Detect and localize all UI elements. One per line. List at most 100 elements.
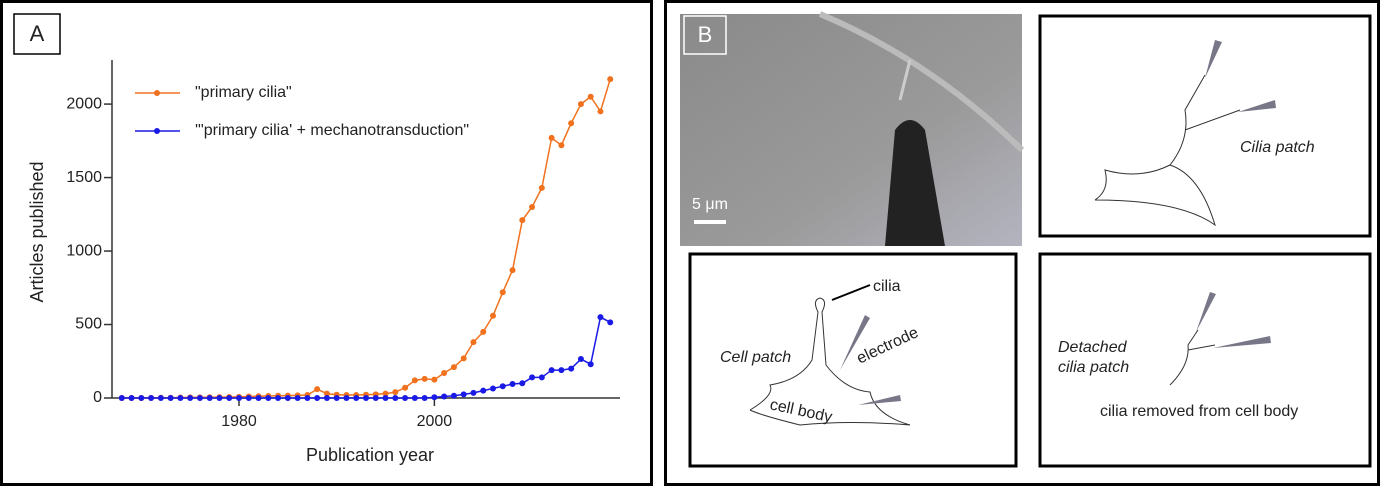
data-point bbox=[529, 374, 536, 381]
data-point bbox=[314, 395, 321, 401]
panel-b-label-box bbox=[683, 15, 727, 55]
data-point bbox=[333, 395, 340, 401]
data-point bbox=[490, 312, 496, 319]
data-point bbox=[148, 395, 155, 401]
electrode-drawing bbox=[1205, 40, 1276, 112]
data-point bbox=[519, 380, 526, 387]
y-tick-label: 500 bbox=[75, 316, 102, 333]
data-point bbox=[323, 395, 330, 401]
data-point bbox=[382, 390, 389, 397]
data-point bbox=[470, 389, 477, 396]
data-point bbox=[284, 395, 291, 401]
data-point bbox=[421, 375, 428, 382]
data-point bbox=[587, 361, 594, 368]
data-point bbox=[363, 395, 369, 401]
data-point bbox=[568, 365, 575, 372]
data-point bbox=[480, 328, 487, 335]
x-tick-label: 2000 bbox=[417, 413, 453, 430]
diagram-label: Cell patch bbox=[720, 349, 791, 366]
diagram-box bbox=[1038, 14, 1372, 238]
data-point bbox=[441, 393, 448, 400]
electrode-drawing bbox=[840, 315, 901, 405]
data-point bbox=[470, 339, 477, 346]
data-point bbox=[226, 395, 233, 401]
data-point bbox=[255, 395, 262, 401]
data-point bbox=[382, 395, 389, 401]
data-point bbox=[421, 395, 428, 401]
data-point bbox=[519, 217, 526, 224]
data-point bbox=[568, 120, 575, 127]
data-point bbox=[450, 364, 457, 371]
legend-marker bbox=[154, 128, 160, 134]
data-point bbox=[402, 384, 409, 391]
legend-label: '"primary cilia' + mechanotransduction" bbox=[195, 122, 469, 139]
data-point bbox=[265, 395, 272, 401]
data-point bbox=[597, 314, 604, 321]
scale-bar-label: 5 μm bbox=[692, 196, 728, 213]
data-point bbox=[138, 395, 145, 401]
data-point bbox=[314, 386, 321, 393]
y-tick-label: 0 bbox=[93, 389, 102, 406]
data-point bbox=[607, 76, 614, 83]
diagram-label: cilia removed from cell body bbox=[1100, 403, 1298, 420]
data-point bbox=[460, 391, 467, 398]
data-point bbox=[236, 395, 242, 401]
series-line bbox=[121, 316, 611, 399]
data-point bbox=[392, 395, 399, 401]
data-point bbox=[196, 395, 203, 401]
y-tick-label: 1500 bbox=[66, 169, 102, 186]
x-tick-label: 1980 bbox=[221, 413, 257, 430]
data-point bbox=[343, 395, 350, 401]
micrograph bbox=[680, 14, 1022, 246]
data-point bbox=[529, 203, 536, 210]
data-point bbox=[538, 374, 545, 381]
micrograph-edge bbox=[818, 11, 1025, 153]
panel-label: B bbox=[698, 22, 713, 47]
data-point bbox=[490, 385, 496, 392]
data-point bbox=[304, 395, 311, 401]
data-point bbox=[294, 395, 301, 401]
data-point bbox=[450, 392, 457, 399]
data-point bbox=[538, 184, 545, 191]
diagram-label: Detached bbox=[1058, 339, 1128, 356]
panel-a-label-box bbox=[13, 13, 61, 55]
data-point bbox=[587, 93, 594, 100]
diagram-label: cilia bbox=[873, 278, 901, 295]
data-point bbox=[431, 376, 438, 383]
data-point bbox=[509, 267, 516, 274]
data-point bbox=[499, 289, 506, 296]
diagram-box bbox=[1038, 252, 1372, 468]
data-point bbox=[402, 395, 409, 401]
data-point bbox=[216, 395, 223, 401]
cell-drawing bbox=[1094, 74, 1241, 227]
micrograph-pipette bbox=[885, 120, 945, 246]
data-point bbox=[577, 101, 584, 108]
cilia-drawing bbox=[1169, 329, 1216, 386]
data-point bbox=[480, 387, 487, 394]
data-point bbox=[118, 395, 125, 401]
data-point bbox=[499, 383, 506, 390]
data-point bbox=[597, 108, 604, 115]
data-point bbox=[157, 395, 164, 401]
panel-label: A bbox=[30, 21, 45, 46]
data-point bbox=[411, 377, 418, 384]
data-point bbox=[187, 395, 194, 401]
diagram-label: Cilia patch bbox=[1240, 139, 1315, 156]
data-point bbox=[353, 395, 360, 401]
data-point bbox=[460, 355, 467, 362]
data-point bbox=[441, 370, 448, 377]
plot: 0 500 1000 1500 2000 1980 2000 "primary cilia" '… bbox=[66, 60, 620, 430]
data-point bbox=[548, 134, 555, 141]
data-point bbox=[392, 389, 399, 396]
panel-a-border bbox=[0, 0, 653, 486]
data-point bbox=[577, 356, 584, 363]
y-tick-label: 1000 bbox=[66, 242, 102, 259]
data-point bbox=[177, 395, 184, 401]
data-point bbox=[206, 395, 213, 401]
data-point bbox=[372, 395, 379, 401]
data-point bbox=[275, 395, 282, 401]
data-point bbox=[167, 395, 174, 401]
diagram-box bbox=[688, 252, 1018, 468]
data-point bbox=[323, 390, 330, 397]
